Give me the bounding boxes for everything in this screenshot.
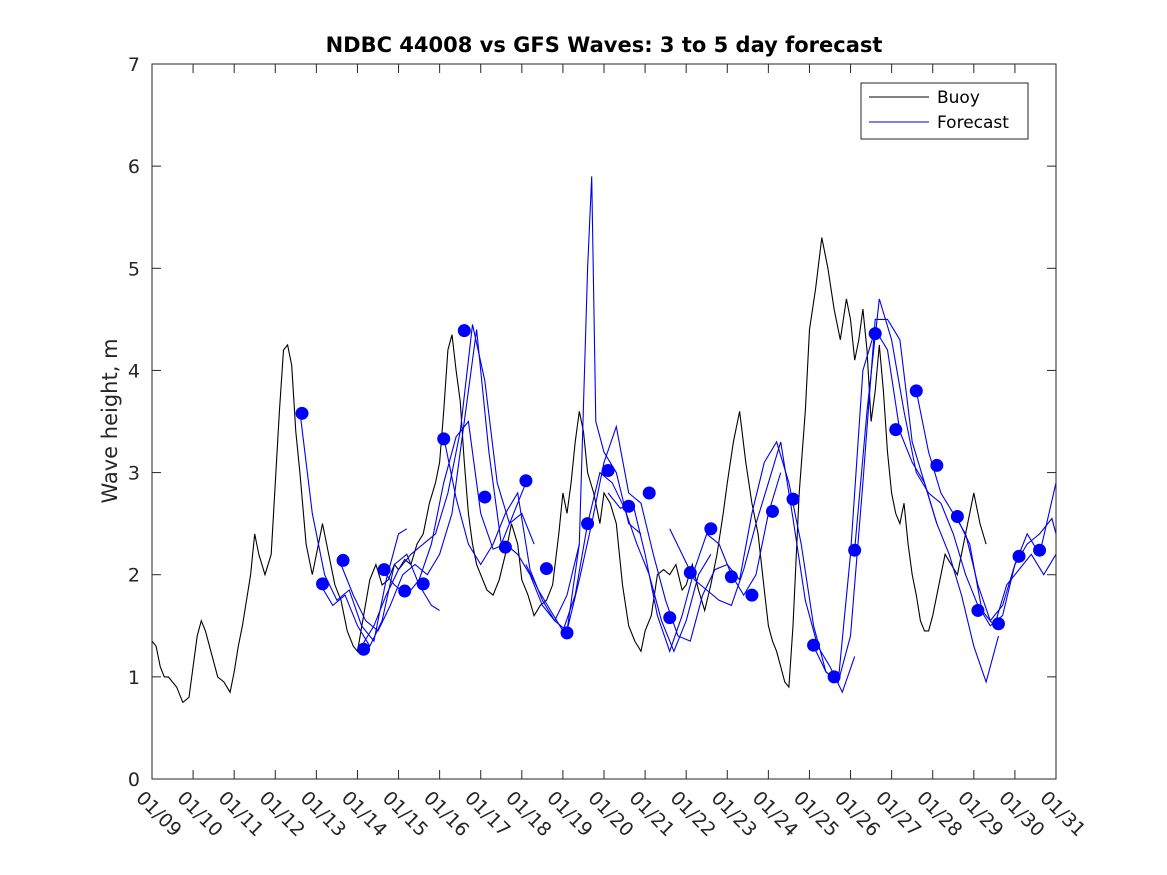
forecast-marker-4 bbox=[357, 642, 371, 656]
legend-label-buoy: Buoy bbox=[937, 88, 980, 108]
forecast-marker-12 bbox=[519, 474, 533, 488]
forecast-marker-6 bbox=[398, 584, 412, 598]
y-tick-label: 1 bbox=[128, 667, 140, 689]
forecast-marker-36 bbox=[1012, 549, 1026, 563]
forecast-marker-28 bbox=[848, 543, 862, 557]
forecast-marker-35 bbox=[991, 617, 1005, 631]
legend-box bbox=[860, 82, 1029, 140]
forecast-run-line-15 bbox=[956, 518, 1056, 627]
forecast-run-line-1 bbox=[299, 411, 408, 643]
y-tick-label: 2 bbox=[128, 565, 140, 587]
forecast-marker-33 bbox=[950, 509, 964, 523]
forecast-marker-15 bbox=[581, 517, 595, 531]
forecast-marker-22 bbox=[724, 570, 738, 584]
forecast-run-line-5 bbox=[381, 420, 580, 622]
forecast-marker-17 bbox=[622, 499, 636, 513]
forecast-marker-24 bbox=[765, 504, 779, 518]
plot-background bbox=[152, 64, 1056, 779]
forecast-marker-29 bbox=[868, 327, 882, 341]
forecast-marker-23 bbox=[745, 588, 759, 602]
forecast-marker-16 bbox=[601, 464, 615, 478]
forecast-run-line-8 bbox=[566, 424, 753, 642]
forecast-marker-31 bbox=[909, 384, 923, 398]
forecast-marker-19 bbox=[663, 611, 677, 625]
forecast-marker-18 bbox=[642, 486, 656, 500]
forecast-run-line-6 bbox=[443, 176, 642, 632]
chart-title: NDBC 44008 vs GFS Waves: 3 to 5 day fore… bbox=[326, 33, 883, 57]
forecast-marker-27 bbox=[827, 670, 841, 684]
y-tick-label: 0 bbox=[128, 769, 140, 791]
forecast-run-line-4 bbox=[361, 324, 535, 647]
y-axis-label: Wave height, m bbox=[98, 338, 122, 503]
forecast-marker-20 bbox=[683, 566, 697, 580]
plot-area: 0123456701/0901/1001/1101/1201/1301/1401… bbox=[128, 54, 1090, 841]
forecast-marker-8 bbox=[437, 432, 451, 446]
forecast-marker-25 bbox=[786, 492, 800, 506]
legend-label-forecast: Forecast bbox=[937, 113, 1009, 133]
forecast-run-line-3 bbox=[340, 329, 527, 632]
y-tick-label: 6 bbox=[128, 156, 140, 178]
forecast-marker-3 bbox=[336, 553, 350, 567]
forecast-run-line-12 bbox=[813, 328, 1000, 684]
forecast-marker-30 bbox=[889, 423, 903, 437]
y-tick-label: 7 bbox=[128, 54, 140, 76]
y-tick-label: 4 bbox=[128, 360, 140, 382]
forecast-marker-11 bbox=[498, 540, 512, 554]
forecast-run-line-7 bbox=[525, 471, 712, 653]
forecast-marker-13 bbox=[539, 562, 553, 576]
y-tick-label: 5 bbox=[128, 258, 140, 280]
forecast-marker-32 bbox=[930, 458, 944, 472]
forecast-marker-14 bbox=[560, 626, 574, 640]
forecast-marker-34 bbox=[971, 603, 985, 617]
forecast-run-line-2 bbox=[320, 553, 440, 648]
y-tick-label: 3 bbox=[128, 463, 140, 485]
forecast-marker-10 bbox=[478, 490, 492, 504]
forecast-run-line-10 bbox=[669, 441, 856, 694]
forecast-run-line-11 bbox=[751, 318, 938, 683]
forecast-marker-7 bbox=[416, 577, 430, 591]
forecast-marker-26 bbox=[807, 638, 821, 652]
forecast-marker-5 bbox=[377, 563, 391, 577]
forecast-marker-21 bbox=[704, 522, 718, 536]
forecast-marker-2 bbox=[316, 577, 330, 591]
forecast-marker-9 bbox=[457, 324, 471, 338]
forecast-marker-1 bbox=[295, 406, 309, 420]
buoy-series-line bbox=[152, 237, 987, 704]
forecast-marker-37 bbox=[1033, 543, 1047, 557]
